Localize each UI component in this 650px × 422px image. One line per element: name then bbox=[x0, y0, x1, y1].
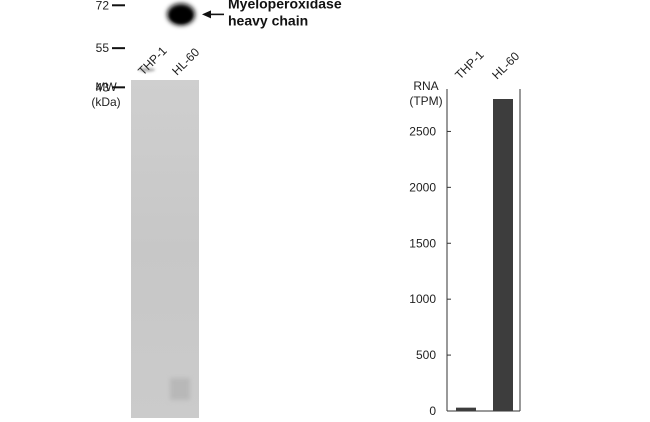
bar-ylabel-line1: RNA bbox=[413, 79, 438, 93]
bar-category-labels: THP-1 HL-60 bbox=[452, 47, 522, 82]
western-blot-panel: THP-1HL-60 MW (kDa) 18013095725543 Myelo… bbox=[91, 0, 342, 418]
blot-bands bbox=[139, 3, 195, 400]
bar-ytick-label-1000: 1000 bbox=[409, 292, 436, 306]
blot-lane-label-hl-60: HL-60 bbox=[169, 45, 202, 78]
bar-ytick-label-500: 500 bbox=[416, 348, 436, 362]
blot-marker-label-72: 72 bbox=[96, 0, 110, 12]
blot-lane-label-thp-1: THP-1 bbox=[135, 43, 170, 78]
mw-label-line1: MW bbox=[95, 80, 117, 94]
bar-marks bbox=[456, 99, 513, 411]
bar-thp-1 bbox=[456, 407, 476, 411]
mw-label-line2: (kDa) bbox=[91, 95, 120, 109]
bar-category-label-thp-1: THP-1 bbox=[452, 47, 487, 82]
blot-membrane bbox=[131, 80, 199, 418]
blot-band-thp-1-48 bbox=[139, 67, 155, 72]
blot-annotation-arrowhead-1 bbox=[202, 10, 211, 19]
bar-category-label-hl-60: HL-60 bbox=[489, 49, 522, 82]
blot-marker-label-43: 43 bbox=[96, 80, 110, 94]
blot-annotation-text-1-1: heavy chain bbox=[228, 12, 308, 28]
bar-y-axis: 0 500 1000 1500 2000 2500 bbox=[409, 89, 521, 418]
blot-annotation-text-1-0: Myeloperoxidase bbox=[228, 0, 342, 11]
blot-annotations: MyeloperoxidaseMyeloperoxidaseheavy chai… bbox=[202, 0, 342, 28]
bar-hl-60 bbox=[493, 99, 513, 411]
bar-ytick-label-1500: 1500 bbox=[409, 236, 436, 250]
blot-smear bbox=[170, 378, 190, 400]
blot-markers: 18013095725543 bbox=[96, 0, 125, 94]
bar-ytick-label-2500: 2500 bbox=[409, 124, 436, 138]
blot-band-core-68 bbox=[170, 7, 192, 24]
bar-ytick-label-0: 0 bbox=[429, 404, 436, 418]
bar-ylabel-line2: (TPM) bbox=[409, 94, 442, 108]
blot-lane-labels: THP-1 HL-60 bbox=[135, 43, 202, 78]
bar-ytick-label-2000: 2000 bbox=[409, 180, 436, 194]
rna-bar-chart: RNA (TPM) THP-1 HL-60 0 500 1000 1500 2000 250… bbox=[409, 47, 522, 418]
blot-marker-label-55: 55 bbox=[96, 41, 110, 55]
